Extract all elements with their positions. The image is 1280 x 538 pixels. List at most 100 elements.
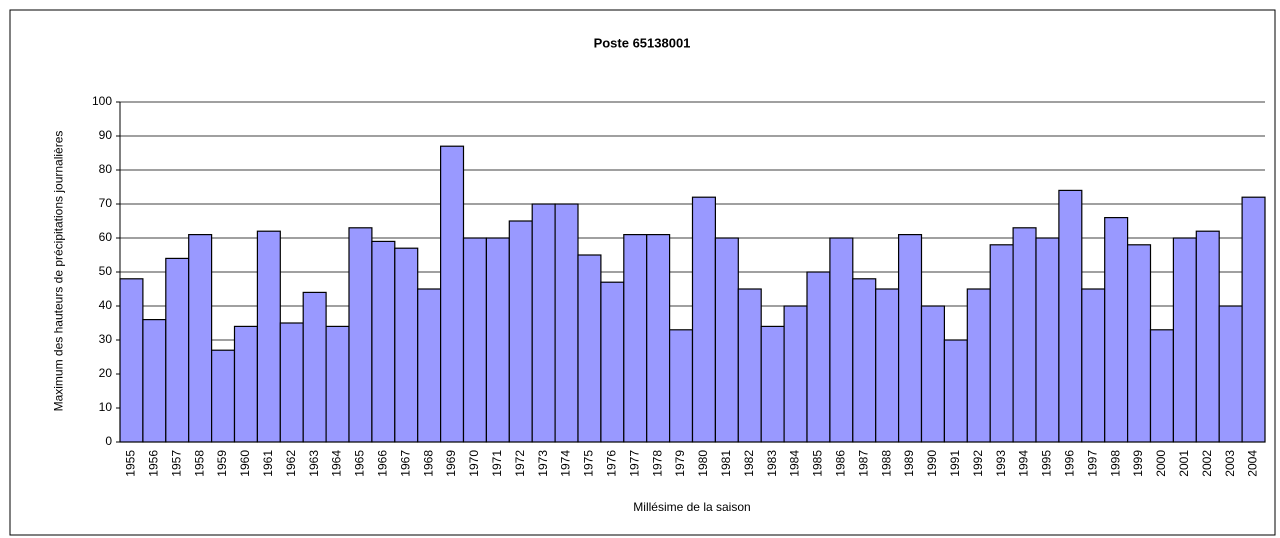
x-tick-label: 1986: [834, 450, 848, 477]
bar: [1172, 237, 1197, 443]
x-tick-label: 1979: [673, 450, 687, 477]
bar: [1149, 329, 1174, 443]
bar: [188, 234, 213, 443]
x-tick-label: 1991: [948, 450, 962, 477]
bar: [554, 203, 579, 443]
x-tick-label: 1989: [902, 450, 916, 477]
bar: [211, 349, 236, 443]
y-tick-label: 100: [92, 94, 112, 108]
bar: [371, 240, 396, 443]
x-tick-label: 1955: [124, 450, 138, 477]
bar: [577, 254, 602, 443]
x-tick-label: 1994: [1017, 450, 1031, 477]
bar: [531, 203, 556, 443]
x-tick-label: 1971: [490, 450, 504, 477]
x-tick-label: 1997: [1085, 450, 1099, 477]
y-tick-label: 30: [99, 332, 113, 346]
x-tick-label: 1975: [582, 450, 596, 477]
x-tick-label: 1965: [353, 450, 367, 477]
bar: [852, 278, 877, 443]
x-tick-label: 1957: [169, 450, 183, 477]
x-tick-label: 1996: [1063, 450, 1077, 477]
bar: [1035, 237, 1060, 443]
x-tick-label: 1998: [1108, 450, 1122, 477]
x-tick-label: 1964: [330, 450, 344, 477]
bar: [256, 230, 281, 443]
x-tick-label: 2002: [1200, 450, 1214, 477]
x-tick-label: 1999: [1131, 450, 1145, 477]
x-tick-label: 1968: [421, 450, 435, 477]
y-tick-label: 90: [99, 128, 113, 142]
y-tick-label: 80: [99, 162, 113, 176]
x-tick-label: 1970: [467, 450, 481, 477]
x-tick-label: 1981: [719, 450, 733, 477]
x-tick-label: 1959: [215, 450, 229, 477]
bar: [302, 291, 327, 443]
bar: [829, 237, 854, 443]
x-tick-label: 1962: [284, 450, 298, 477]
bar: [966, 288, 991, 443]
x-tick-label: 1982: [742, 450, 756, 477]
x-tick-label: 2001: [1177, 450, 1191, 477]
x-tick-label: 1956: [147, 450, 161, 477]
x-tick-label: 1987: [856, 450, 870, 477]
bar: [920, 305, 945, 443]
x-tick-label: 1978: [650, 450, 664, 477]
x-tick-label: 1985: [811, 450, 825, 477]
x-tick-label: 1969: [444, 450, 458, 477]
bar: [989, 244, 1014, 443]
x-tick-label: 1984: [788, 450, 802, 477]
x-tick-label: 1960: [238, 450, 252, 477]
y-tick-label: 70: [99, 196, 113, 210]
x-tick-label: 1980: [696, 450, 710, 477]
bar: [600, 281, 625, 443]
x-tick-label: 1972: [513, 450, 527, 477]
y-tick-label: 40: [99, 298, 113, 312]
bar: [1012, 227, 1037, 443]
x-tick-label: 1977: [627, 450, 641, 477]
bar: [165, 257, 190, 443]
bar: [783, 305, 808, 443]
bar: [233, 325, 258, 443]
x-tick-label: 1988: [879, 450, 893, 477]
x-tick-label: 1993: [994, 450, 1008, 477]
x-tick-label: 2000: [1154, 450, 1168, 477]
bar: [279, 322, 304, 443]
bar: [462, 237, 487, 443]
bar: [142, 319, 167, 443]
y-tick-label: 10: [99, 400, 113, 414]
bar: [348, 227, 373, 443]
bar: [119, 278, 144, 443]
bar: [668, 329, 694, 443]
x-tick-label: 1992: [971, 450, 985, 477]
x-tick-label: 1995: [1040, 450, 1054, 477]
x-tick-label: 1961: [261, 450, 275, 477]
x-tick-label: 2003: [1223, 450, 1237, 477]
x-tick-label: 1983: [765, 450, 779, 477]
bar: [1058, 189, 1083, 443]
x-tick-label: 1967: [398, 450, 412, 477]
bar: [714, 237, 739, 443]
chart-title: Poste 65138001: [594, 35, 691, 50]
bar: [325, 325, 350, 443]
x-axis-label: Millésime de la saison: [633, 500, 750, 514]
x-tick-label: 1963: [307, 450, 321, 477]
x-tick-label: 1958: [192, 450, 206, 477]
bar: [1195, 230, 1220, 443]
y-tick-label: 0: [105, 434, 112, 448]
y-tick-label: 60: [99, 230, 113, 244]
bar: [806, 271, 831, 443]
bar: [897, 234, 923, 443]
x-tick-label: 1974: [559, 450, 573, 477]
bar: [623, 234, 648, 443]
bar: [1104, 217, 1129, 443]
bar: [760, 325, 785, 443]
bar: [875, 288, 900, 443]
bar: [691, 196, 716, 443]
bar: [485, 237, 510, 443]
y-tick-label: 50: [99, 264, 113, 278]
bar: [1081, 288, 1106, 443]
bar: [394, 247, 419, 443]
y-tick-label: 20: [99, 366, 113, 380]
x-tick-label: 1990: [925, 450, 939, 477]
